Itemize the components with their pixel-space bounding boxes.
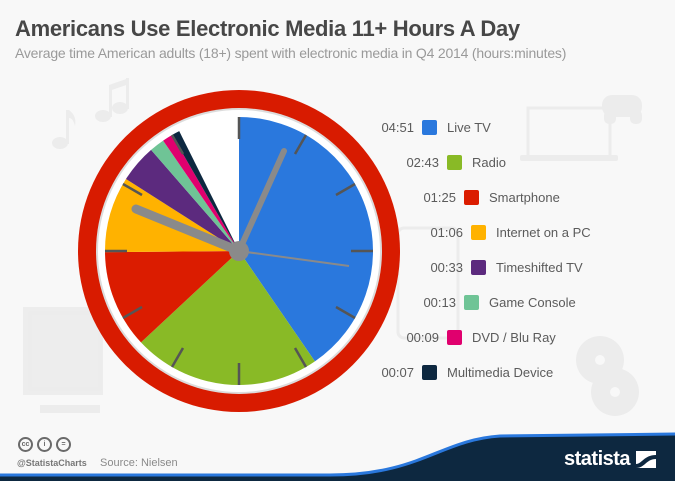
legend-value: 02:43 — [406, 154, 439, 170]
legend-label: Multimedia Device — [447, 364, 554, 380]
legend-item-live-tv: 04:51 Live TV — [370, 117, 491, 137]
pie-slice-dvd-blu-ray — [163, 134, 239, 251]
legend-swatch — [464, 294, 479, 310]
chart-title: Americans Use Electronic Media 11+ Hours… — [15, 16, 520, 41]
gamepad-icon — [602, 95, 642, 124]
statista-charts-handle[interactable]: @StatistaCharts — [17, 458, 87, 468]
legend-swatch — [447, 329, 462, 345]
legend-value: 00:07 — [381, 364, 414, 380]
hour-hand — [131, 204, 244, 256]
legend-swatch — [471, 259, 486, 275]
smartphone-icon — [396, 226, 460, 340]
legend-item-multimedia-device: 00:07 Multimedia Device — [370, 362, 553, 382]
statista-logo-icon — [636, 451, 657, 468]
legend-label: DVD / Blu Ray — [472, 329, 556, 345]
laptop-icon — [526, 106, 612, 160]
legend-value: 04:51 — [381, 119, 414, 135]
legend-swatch — [464, 189, 479, 205]
legend-value: 00:33 — [430, 259, 463, 275]
monitor-icon — [23, 307, 103, 395]
no-derivatives-icon[interactable]: = — [56, 437, 71, 452]
legend-value: 01:06 — [430, 224, 463, 240]
creative-commons-icon[interactable]: cc — [18, 437, 33, 452]
license-icons: cc i = — [18, 437, 71, 452]
legend-label: Game Console — [489, 294, 576, 310]
legend-swatch — [447, 154, 462, 170]
legend-label: Internet on a PC — [496, 224, 591, 240]
music-notes-icon — [52, 78, 129, 149]
source-note: Source: Nielsen — [100, 457, 178, 469]
brand-name: statista — [564, 448, 631, 470]
chart-subtitle: Average time American adults (18+) spent… — [15, 45, 567, 61]
statista-logo[interactable]: statista — [564, 448, 657, 471]
legend-swatch — [422, 119, 437, 135]
legend-value: 00:09 — [406, 329, 439, 345]
legend-item-smartphone: 01:25 Smartphone — [412, 187, 560, 207]
legend-value: 00:13 — [423, 294, 456, 310]
legend-label: Live TV — [447, 119, 491, 135]
legend-swatch — [471, 224, 486, 240]
legend-item-internet-pc: 01:06 Internet on a PC — [419, 222, 591, 242]
legend-label: Radio — [472, 154, 506, 170]
legend-item-dvd-bluray: 00:09 DVD / Blu Ray — [395, 327, 556, 347]
pie-slice-multimedia-device — [172, 131, 239, 251]
legend-label: Timeshifted TV — [496, 259, 583, 275]
legend-item-game-console: 00:13 Game Console — [412, 292, 576, 312]
pie-slices — [105, 117, 373, 385]
legend-label: Smartphone — [489, 189, 560, 205]
dvd-disc-icon — [576, 336, 639, 416]
hour-ticks — [105, 117, 373, 385]
pie-slice-game-console — [151, 140, 239, 251]
clock-pie-chart — [78, 90, 400, 412]
pie-slice-radio — [140, 251, 315, 385]
attribution-icon[interactable]: i — [37, 437, 52, 452]
pie-slice-timeshifted-tv — [125, 149, 239, 251]
second-hand — [238, 250, 350, 267]
legend-value: 01:25 — [423, 189, 456, 205]
legend-item-timeshifted-tv: 00:33 Timeshifted TV — [419, 257, 583, 277]
clock-center-cap — [229, 241, 249, 261]
footer-bar — [0, 432, 675, 481]
pie-slice-smartphone — [105, 251, 239, 343]
legend-item-radio: 02:43 Radio — [395, 152, 506, 172]
legend-swatch — [422, 364, 437, 380]
minute-hand — [236, 148, 287, 254]
